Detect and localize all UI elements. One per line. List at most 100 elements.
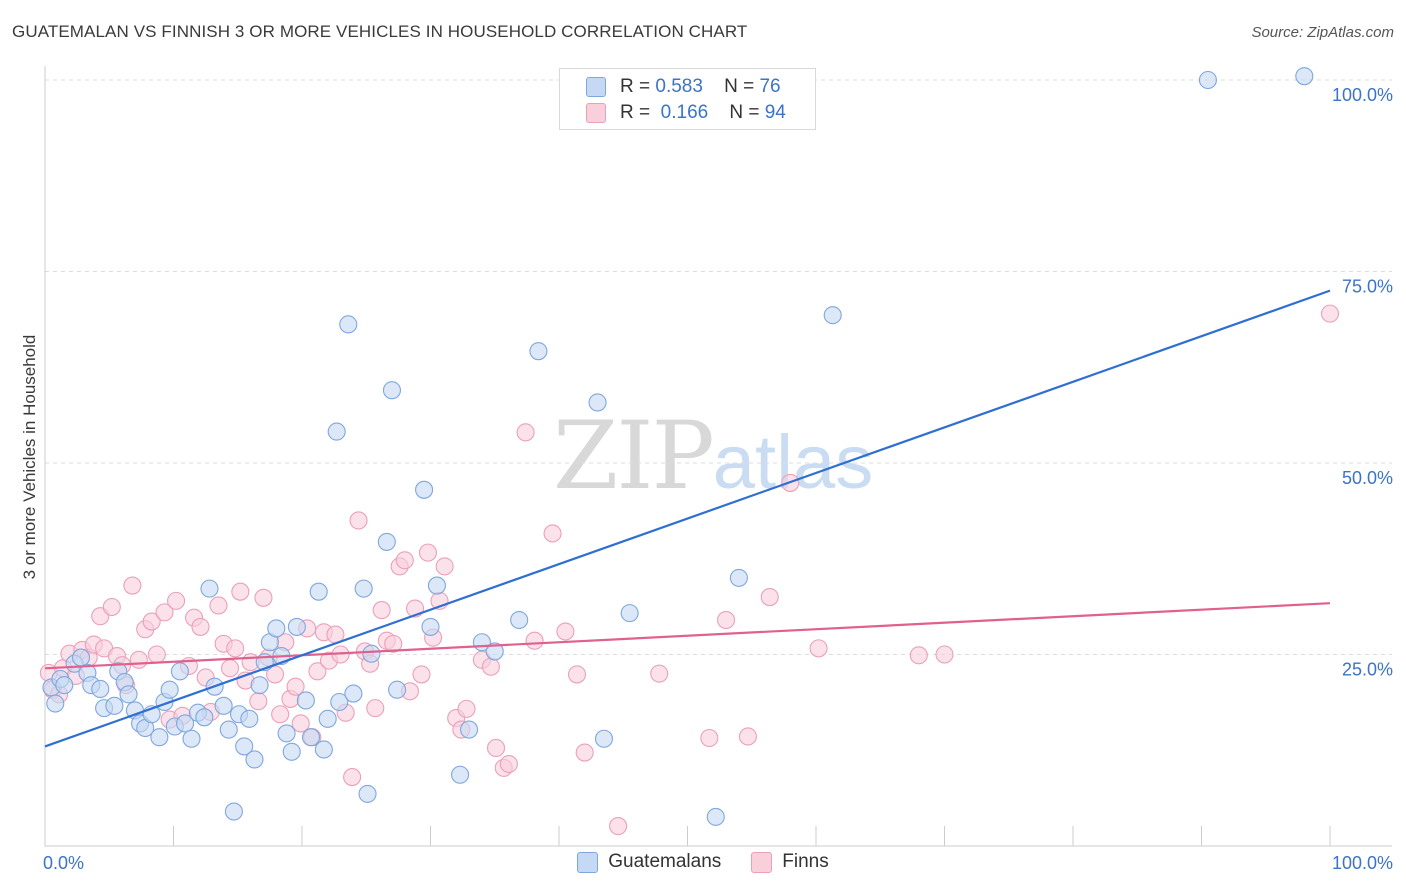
n-value: 94 (764, 102, 786, 123)
finns-point (349, 511, 368, 530)
guatemalans-point (620, 604, 639, 623)
finns-point (567, 665, 587, 684)
finns-legend-swatch (751, 851, 773, 873)
finns-swatch (586, 103, 606, 123)
guatemalans-point (119, 685, 138, 704)
y-tick-label: 100.0% (1332, 85, 1393, 105)
guatemalans-point (427, 576, 446, 595)
finns-point (271, 705, 290, 724)
guatemalans-point (588, 393, 607, 412)
guatemalans-point (105, 696, 124, 715)
finns-point (123, 576, 142, 595)
y-tick-label: 50.0% (1342, 468, 1393, 488)
finns-point (760, 587, 779, 607)
finns-point (366, 699, 385, 718)
guatemalans-point (344, 684, 363, 703)
guatemalans-point (55, 676, 74, 695)
guatemalans-point (245, 750, 264, 769)
finns-point (372, 601, 391, 620)
guatemalans-point (176, 714, 195, 733)
tick-label-layer: 25.0% 50.0% 75.0% 100.0% 0.0% 100.0% (43, 85, 1393, 873)
guatemalans-point (214, 696, 233, 715)
guatemalans-point (459, 720, 479, 739)
finns-point (249, 692, 268, 711)
finns-point (738, 727, 757, 746)
stats-row-guatemalans: R = 0.583 N = 76 (586, 74, 781, 100)
guatemalans-point (309, 582, 328, 601)
n-label: N = (729, 102, 760, 123)
guatemalans-point (377, 532, 396, 551)
finns-point (909, 646, 928, 665)
guatemalans-point (421, 617, 440, 636)
y-axis-title: 3 or more Vehicles in Household (20, 334, 39, 580)
guatemalans-point (170, 662, 189, 681)
guatemalans-point (200, 579, 219, 598)
finns-point (384, 634, 403, 653)
guatemalans-point (529, 342, 548, 361)
legend-label-finns: Finns (782, 851, 829, 872)
x-tick-label: 0.0% (43, 853, 84, 873)
guatemalans-point (451, 765, 470, 784)
finns-point (1320, 304, 1340, 323)
guatemalans-point (250, 676, 269, 695)
legend-item-finns[interactable]: Finns (751, 851, 829, 873)
guatemalans-point (823, 306, 842, 325)
guatemalans-point (339, 315, 358, 334)
guatemalans-point (224, 802, 243, 821)
finns-point (155, 603, 174, 622)
grid-layer (45, 79, 1392, 655)
chart-title: GUATEMALAN VS FINNISH 3 OR MORE VEHICLES… (12, 22, 748, 41)
guatemalans-point (314, 740, 333, 759)
finns-point (650, 664, 669, 683)
guatemalans-point (296, 691, 315, 710)
finns-point (220, 659, 240, 678)
finns-point (286, 677, 305, 696)
guatemalans-point (235, 737, 254, 756)
guatemalans-point (71, 648, 91, 667)
guatemalans-swatch (586, 77, 606, 97)
finns-point (809, 639, 828, 658)
guatemalans-point (240, 709, 259, 728)
guatemalans-points (42, 67, 1314, 826)
finns-point (418, 543, 437, 562)
finns-point (457, 699, 476, 718)
finns-point (209, 596, 228, 615)
legend-label-guatemalans: Guatemalans (608, 851, 722, 872)
finns-point (142, 612, 161, 631)
guatemalans-point (510, 610, 529, 630)
finns-point (543, 524, 562, 543)
guatemalans-point (594, 729, 614, 748)
stats-legend-box: R = 0.583 N = 76 R = 0.166 N = 94 (559, 68, 816, 130)
finns-point (481, 657, 500, 676)
guatemalans-point (354, 579, 373, 598)
legend-item-guatemalans[interactable]: Guatemalans (577, 851, 721, 873)
guatemalans-point (362, 644, 381, 663)
guatemalans-point (287, 617, 306, 636)
finns-point (716, 610, 736, 630)
guatemalans-point (330, 692, 349, 712)
finns-point (935, 645, 954, 664)
guatemalans-point (160, 680, 179, 699)
guatemalans-point (267, 619, 286, 638)
guatemalans-trend-line (44, 289, 1331, 748)
guatemalans-point (182, 729, 201, 748)
guatemalans-point (706, 807, 725, 826)
guatemalans-point (282, 742, 301, 761)
guatemalans-legend-swatch (577, 851, 599, 873)
finns-point (609, 817, 628, 836)
guatemalans-point (1295, 67, 1314, 86)
bottom-legend: Guatemalans Finns (0, 851, 1406, 873)
guatemalans-point (1198, 70, 1217, 90)
guatemalans-point (358, 784, 377, 803)
finns-point (226, 639, 245, 658)
y-tick-label: 25.0% (1342, 660, 1393, 680)
guatemalans-point (327, 422, 346, 441)
finns-point (147, 645, 166, 664)
trend-layer (44, 289, 1331, 748)
r-value: 0.166 (660, 102, 709, 123)
source-credit: Source: ZipAtlas.com (1251, 24, 1394, 41)
guatemalans-point (382, 381, 402, 400)
finns-point (254, 588, 273, 607)
finns-points (39, 304, 1340, 836)
